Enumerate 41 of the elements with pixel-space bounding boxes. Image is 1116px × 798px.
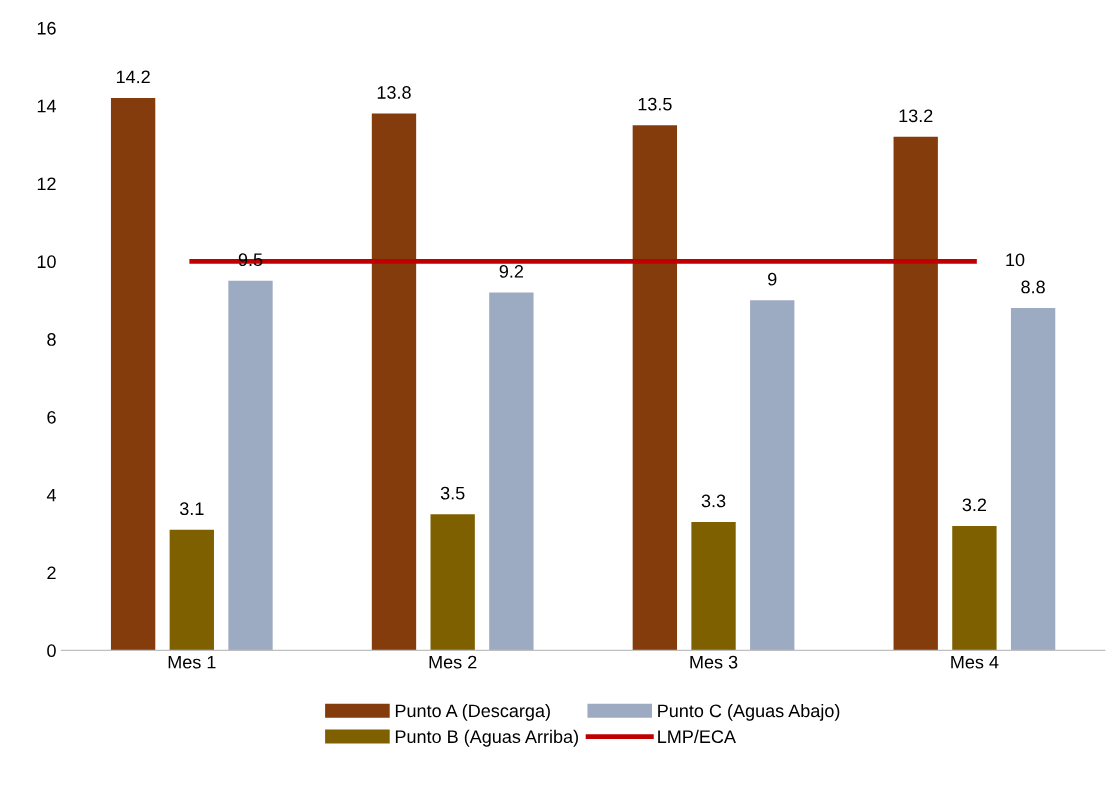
bar [1010,308,1056,651]
data-label: 3.5 [440,486,465,500]
y-tick-label: 16 [37,21,56,35]
bar [691,521,736,651]
y-tick-label: 14 [37,99,56,113]
bar [430,514,475,651]
bar [750,300,795,651]
bar [228,280,273,651]
x-tick-label: Mes 3 [690,655,738,669]
y-tick-label: 4 [46,488,56,502]
legend-label: Punto B (Aguas Arriba) [395,729,578,747]
legend-label: Punto A (Descarga) [395,703,550,721]
x-tick-label: Mes 1 [168,655,216,669]
y-tick-label: 2 [47,566,56,580]
data-label: 10 [1006,253,1025,267]
bar [489,292,534,651]
bar [632,125,678,651]
data-label: 14.2 [116,70,150,84]
data-label: 3.2 [962,498,987,512]
legend-label: Punto C (Aguas Abajo) [658,703,840,721]
y-tick-label: 8 [47,333,56,346]
bar [371,113,417,651]
bar [893,136,938,651]
x-tick-label: Mes 4 [951,655,999,669]
bar [169,529,214,651]
y-tick-label: 12 [37,177,56,191]
y-tick-label: 0 [47,644,56,658]
data-label: 13.2 [899,109,933,123]
data-label: 3.3 [701,494,726,508]
bar [952,525,997,651]
data-label: 9.2 [499,265,524,278]
bar [110,97,156,651]
data-label: 13.8 [377,86,411,99]
data-label: 3.1 [179,502,204,516]
legend-label: LMP/ECA [658,729,736,744]
y-tick-label: 10 [37,255,56,269]
x-tick-label: Mes 2 [429,655,477,669]
data-label: 8.8 [1021,280,1045,294]
data-label: 9 [768,272,777,286]
y-tick-label: 6 [47,410,56,424]
data-label: 13.5 [638,97,672,111]
